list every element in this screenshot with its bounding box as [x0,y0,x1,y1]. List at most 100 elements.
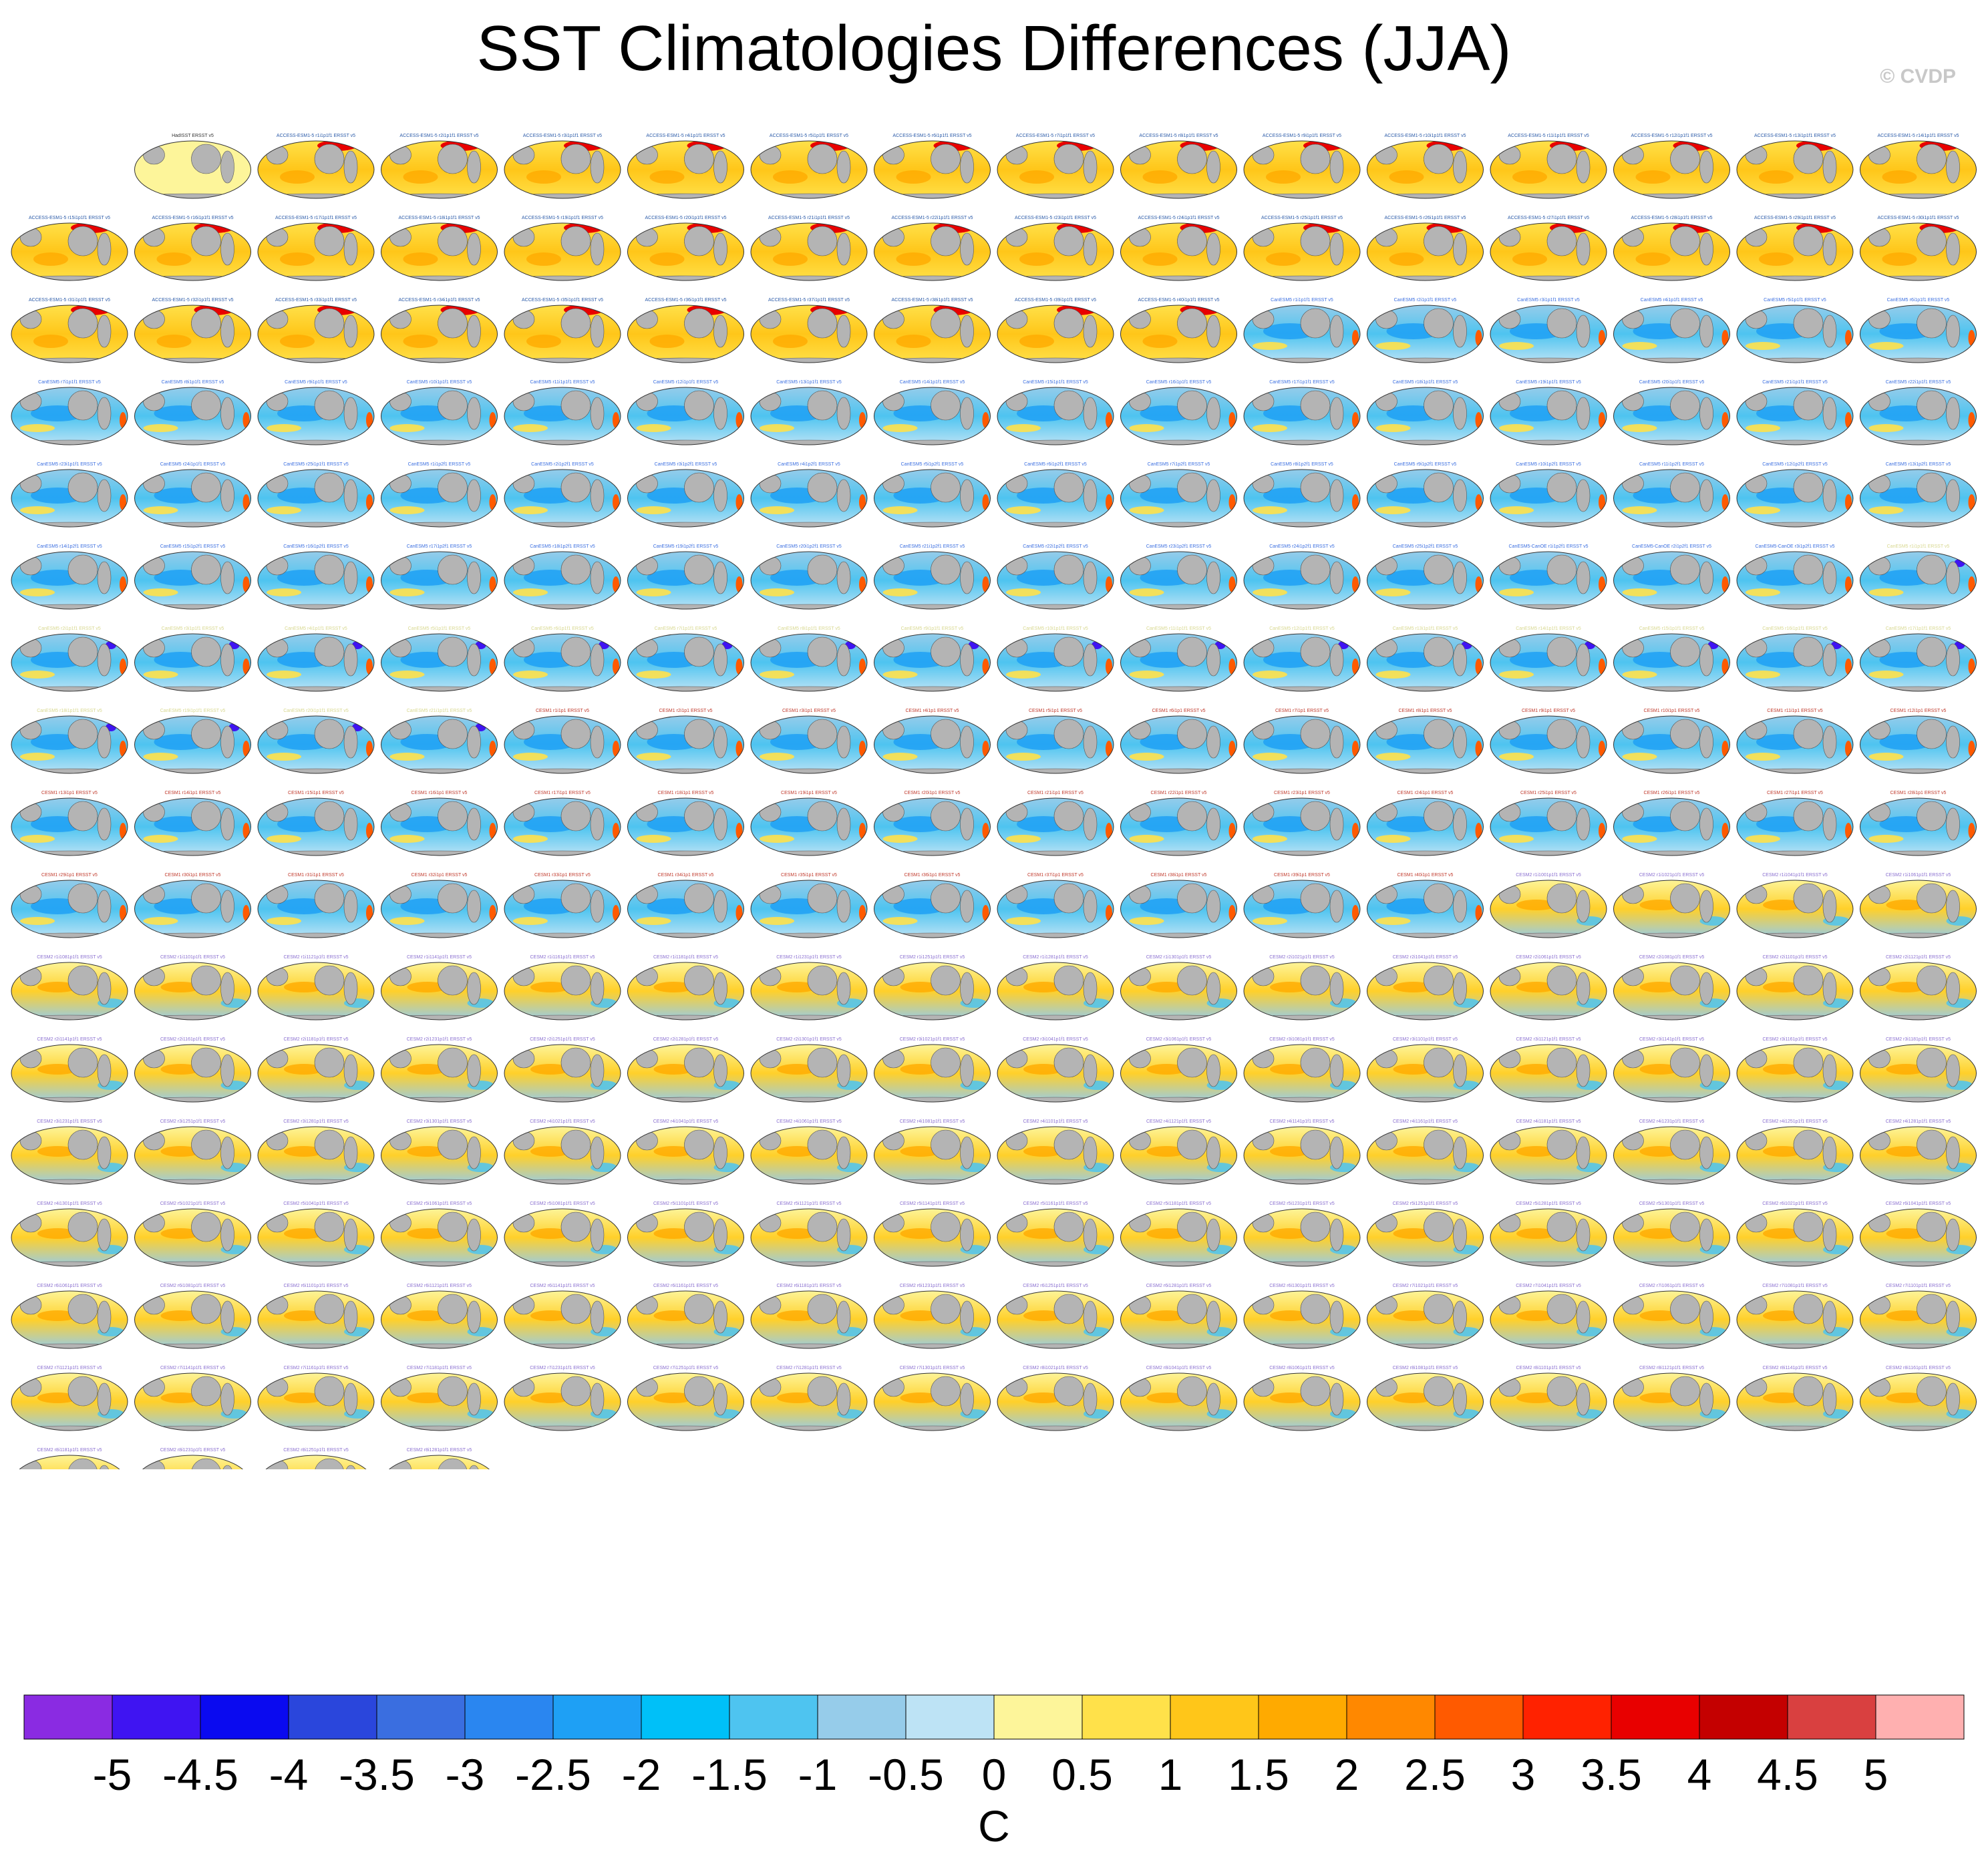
warm-anomaly-patch [1006,506,1041,514]
panel-label: CanESM5 r19i1p1f1 ERSST v5 [1516,380,1581,385]
land-mass [314,472,345,503]
land-mass [1822,397,1837,430]
map-panel: CanESM5 r1i1p1f1 ERSST v5 [1243,298,1361,363]
coastal-warm-patch [1475,494,1482,510]
warm-anomaly-patch [33,252,68,266]
land-mass [467,232,481,266]
land-mass [1424,390,1454,421]
warm-anomaly-patch [403,170,438,184]
panel-label: ACCESS-ESM1-5 r17i1p1f1 ERSST v5 [275,216,357,220]
warm-anomaly-patch [1512,252,1547,266]
map-outline [1860,305,1977,363]
colorbar-box [993,1694,1083,1740]
panel-label: CanESM5 r17i1p1f1 ERSST v5 [1269,380,1335,385]
land-mass [220,315,234,348]
map-outline [750,551,868,610]
land-mass [314,554,345,585]
panel-label: ACCESS-ESM1-5 r34i1p1f1 ERSST v5 [398,298,480,303]
warm-anomaly-patch [1746,424,1780,432]
warm-anomaly-patch [403,335,438,348]
map-outline [874,551,991,610]
map-outline [1367,222,1484,281]
warm-anomaly-patch [1622,424,1657,432]
land-mass [67,554,98,585]
land-mass [191,144,221,174]
coastal-warm-patch [1106,494,1112,510]
land-mass [343,561,358,594]
warm-anomaly-patch [882,588,918,596]
map-outline [504,551,621,610]
land-mass [1822,479,1837,512]
coastal-warm-patch [859,412,866,428]
colorbar-tick-label: 1.5 [1228,1750,1289,1799]
coastal-warm-patch [613,494,619,510]
warm-anomaly-patch [20,424,55,432]
land-mass [560,144,591,174]
warm-anomaly-patch [649,335,685,348]
coastal-warm-patch [1475,330,1482,346]
land-mass [97,561,112,594]
panel-label: ACCESS-ESM1-5 r20i1p1f1 ERSST v5 [645,216,726,220]
land-mass [314,390,345,421]
colorbar-box [288,1694,377,1740]
land-mass [590,150,605,184]
coastal-warm-patch [1968,412,1975,428]
warm-anomaly-patch [1499,342,1534,350]
land-mass [67,472,98,503]
map-outline [874,222,991,281]
coastal-warm-patch [1352,494,1359,510]
coastal-warm-patch [1968,494,1975,510]
land-mass [1546,226,1577,256]
land-mass [1793,390,1824,421]
colorbar-tick-label: 4.5 [1757,1750,1818,1799]
warm-anomaly-patch [1759,252,1794,266]
land-mass [191,472,221,503]
warm-anomaly-patch [267,506,301,514]
colorbar-box [817,1694,906,1740]
panel-label: ACCESS-ESM1-5 r25i1p1f1 ERSST v5 [1261,216,1343,220]
warm-anomaly-patch [1019,335,1054,348]
coastal-warm-patch [859,576,866,592]
warm-anomaly-patch [267,588,301,596]
panel-label: ACCESS-ESM1-5 r19i1p1f1 ERSST v5 [522,216,603,220]
map-outline [1243,140,1361,199]
coastal-warm-patch [1352,330,1359,346]
map-outline [1367,387,1484,445]
map-outline [257,222,375,281]
land-mass [684,144,714,174]
map-panel: CanESM5 r19i1p2f1 ERSST v5 [627,544,744,610]
map-outline [1736,222,1854,281]
warm-anomaly-patch [1499,424,1534,432]
panel-label: CanESM5 r24i1p1f1 ERSST v5 [160,462,226,467]
warm-anomaly-patch [882,424,918,432]
map-panel: CanESM5 r6i1p1f1 ERSST v5 [1860,298,1977,363]
map-panel: ACCESS-ESM1-5 r37i1p1f1 ERSST v5 [750,298,868,363]
coastal-warm-patch [982,412,989,428]
warm-anomaly-patch [1129,506,1164,514]
warm-anomaly-patch [1868,342,1904,350]
land-mass [836,479,851,512]
coastal-warm-patch [1599,412,1605,428]
land-mass [1576,315,1591,348]
map-panel: CanESM5 r22i1p1f1 ERSST v5 [1860,380,1977,445]
coastal-warm-patch [1721,330,1729,346]
colorbar-tick-label: -4 [269,1750,309,1799]
colorbar-box [905,1694,995,1740]
map-panel: ACCESS-ESM1-5 r8i1p1f1 ERSST v5 [1120,134,1237,199]
warm-anomaly-patch [33,335,68,348]
land-mass [438,390,468,421]
land-mass [1576,479,1591,512]
map-panel: ACCESS-ESM1-5 r3i1p1f1 ERSST v5 [504,134,621,199]
colorbar-tick-label: -2.5 [515,1750,591,1799]
map-outline [11,222,128,281]
coastal-warm-patch [1106,412,1112,428]
coastal-warm-patch [366,494,373,510]
warm-anomaly-patch [1635,252,1671,266]
land-mass [1946,315,1960,348]
panel-label: CanESM5 r9i1p2f1 ERSST v5 [1394,462,1457,467]
coastal-warm-patch [1228,412,1236,428]
land-mass [1822,150,1837,184]
land-mass [1793,308,1824,339]
panel-label: CanESM5 r12i1p1f1 ERSST v5 [653,380,719,385]
